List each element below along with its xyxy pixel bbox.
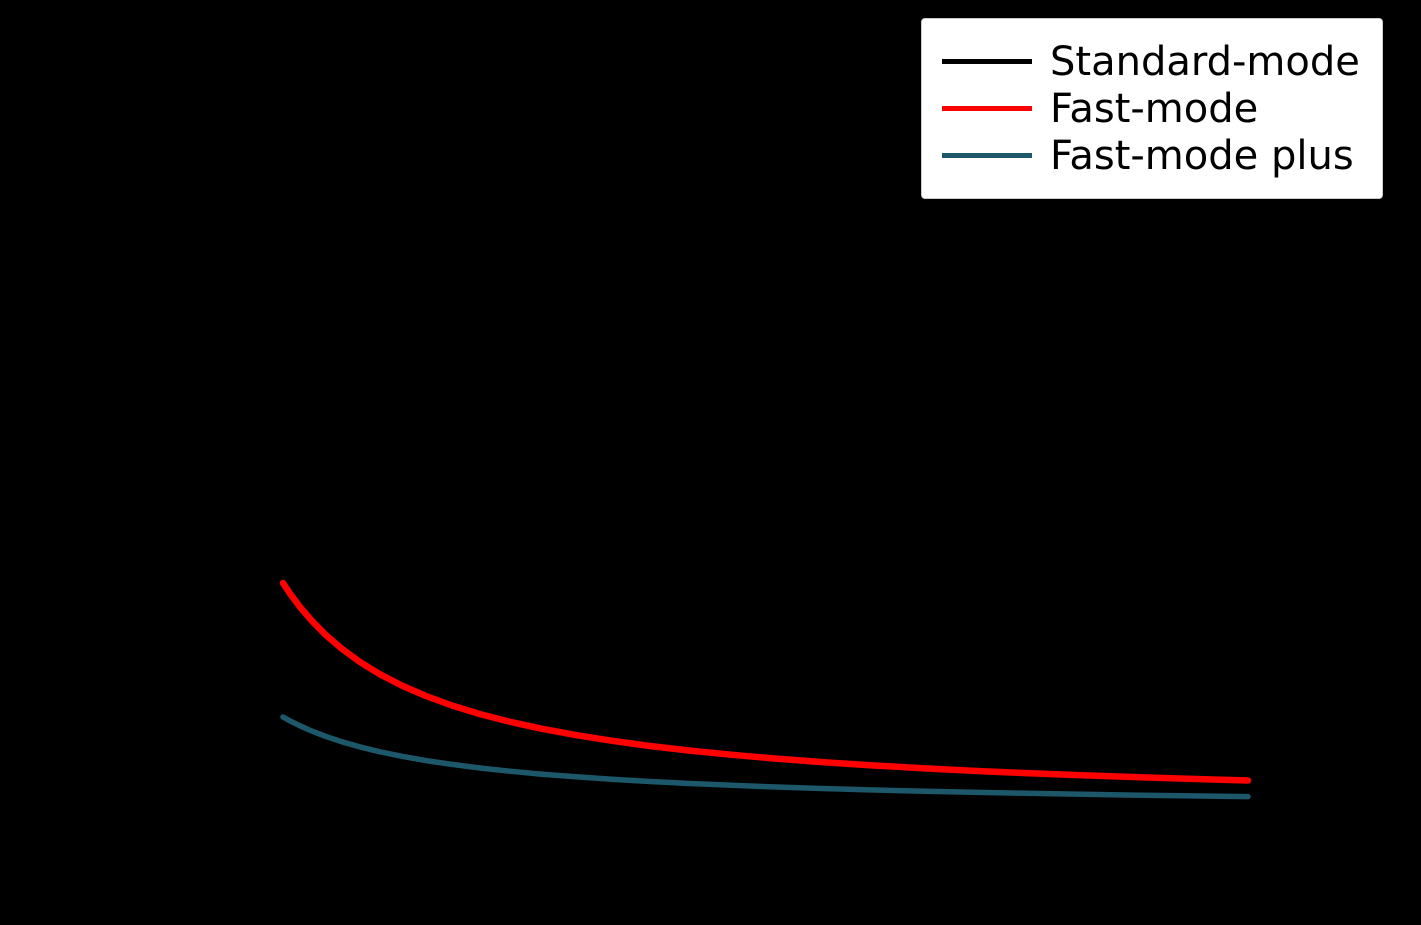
legend-item-standard-mode: Standard-mode [942, 38, 1382, 85]
series-line-fast-mode-plus [280, 714, 1251, 800]
legend-item-fast-mode-plus: Fast-mode plus [942, 132, 1382, 179]
series-line-fast-mode [279, 579, 1252, 784]
legend-label-standard-mode: Standard-mode [1050, 38, 1360, 85]
standard-mode-line-swatch-icon [942, 59, 1032, 64]
fast-mode-line-swatch-icon [942, 106, 1032, 111]
fast-mode-plus-line-swatch-icon [942, 153, 1032, 158]
legend-item-fast-mode: Fast-mode [942, 85, 1382, 132]
legend-label-fast-mode: Fast-mode [1050, 85, 1259, 132]
legend: Standard-mode Fast-mode Fast-mode plus [921, 18, 1383, 199]
legend-label-fast-mode-plus: Fast-mode plus [1050, 132, 1354, 179]
